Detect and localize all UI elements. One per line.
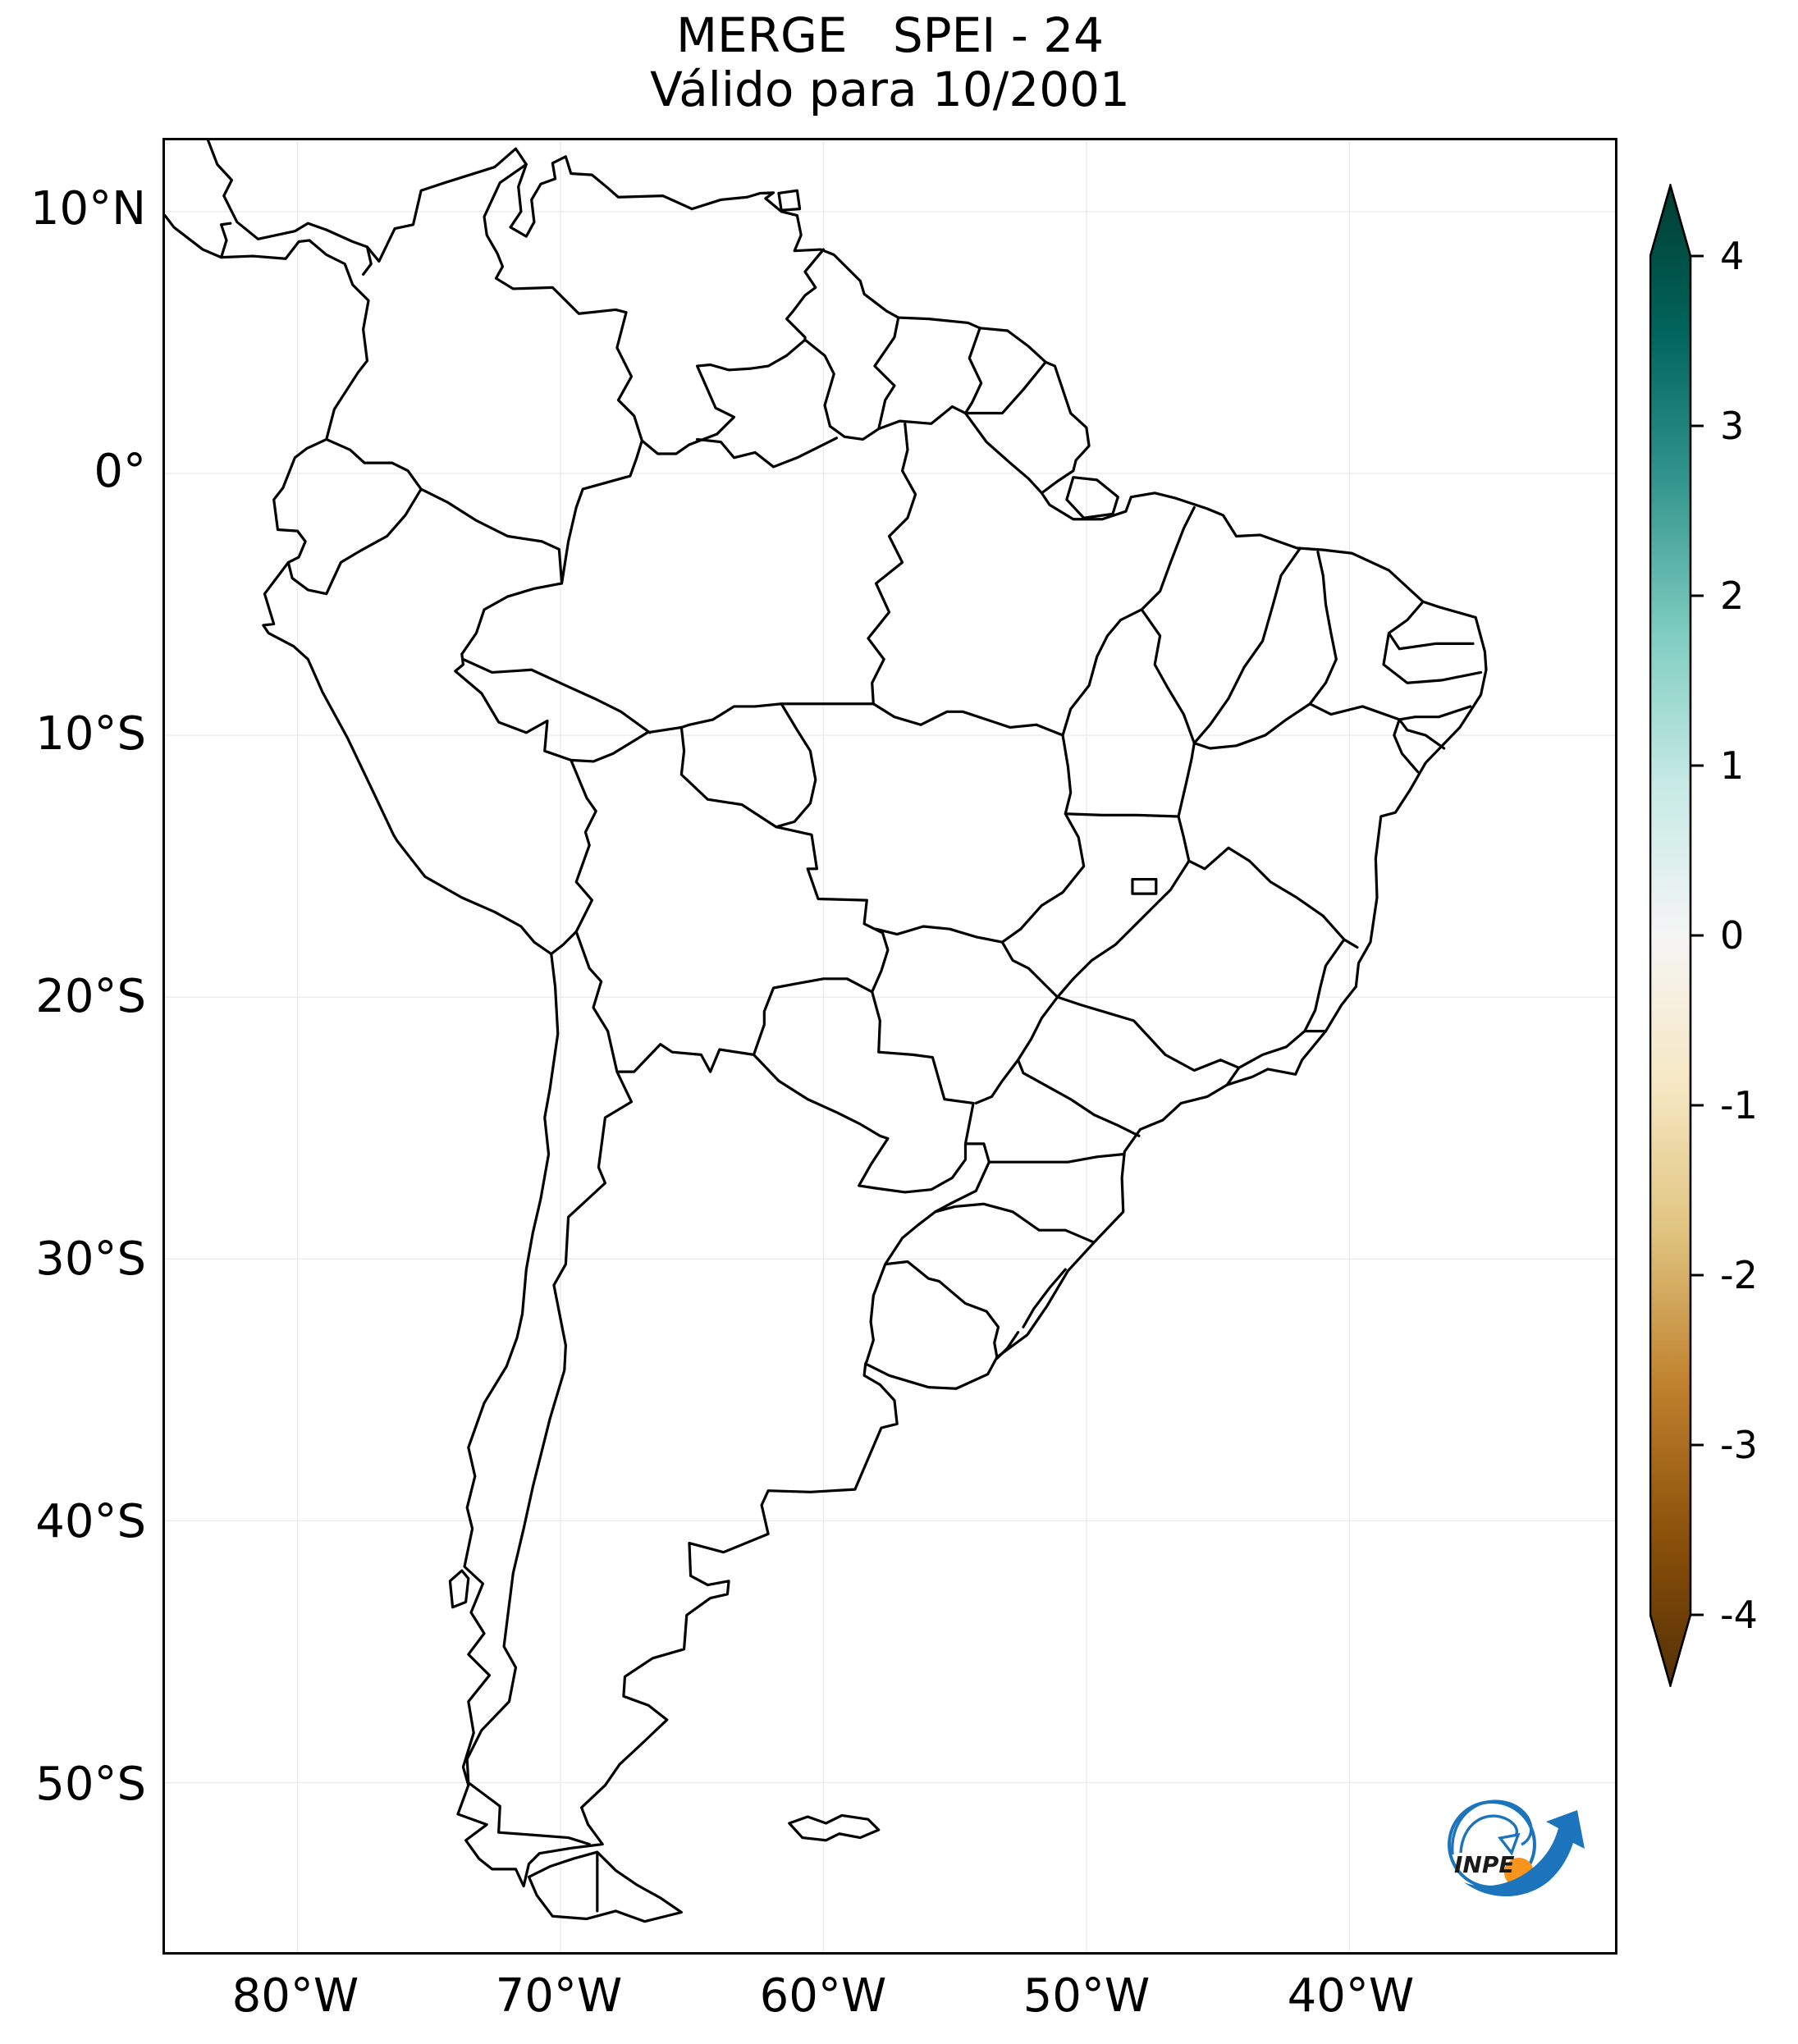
tierra-del-fuego-outline	[529, 1852, 682, 1922]
colorbar-gradient	[1649, 181, 1692, 1690]
country-borders-path	[222, 164, 1046, 1911]
lon-tick-label: 60°W	[759, 1969, 887, 2023]
brazil-state-borders-path	[463, 414, 1480, 1242]
lat-tick-label: 30°S	[35, 1232, 146, 1286]
colorbar-tick-label: 2	[1720, 574, 1745, 618]
chiloe-island-outline	[450, 1571, 468, 1607]
colorbar-tick-label: -1	[1720, 1083, 1758, 1127]
trinidad-outline	[779, 190, 800, 210]
colorbar-svg	[1649, 181, 1704, 1690]
title-block: MERGE SPEI - 24 Válido para 10/2001	[162, 8, 1617, 117]
lat-tick-label: 20°S	[35, 970, 146, 1023]
lat-tick-label: 10°N	[30, 182, 146, 235]
colorbar: 4 3 2 1 0 -1 -2 -3 -4	[1649, 181, 1797, 1690]
colorbar-tick-label: 3	[1720, 404, 1745, 448]
colorbar-tick-label: 0	[1720, 913, 1745, 958]
lat-tick-label: 0°	[94, 445, 146, 498]
graticule	[165, 140, 1615, 1952]
lon-tick-label: 50°W	[1023, 1969, 1151, 2023]
logo-spiral-arc	[1451, 1799, 1533, 1855]
lon-tick-label: 80°W	[231, 1969, 359, 2023]
colorbar-tick-label: -2	[1720, 1253, 1758, 1297]
lat-tick-label: 40°S	[35, 1495, 146, 1548]
figure-title: MERGE SPEI - 24	[675, 7, 1105, 63]
colorbar-tick-label: -3	[1720, 1423, 1758, 1467]
patos-lagoon-line	[997, 1269, 1065, 1359]
colorbar-tick-label: 1	[1720, 743, 1745, 788]
coastline-path	[165, 140, 1486, 1886]
inpe-logo: INPE	[1441, 1786, 1589, 1905]
falkland-islands-outline	[789, 1815, 879, 1840]
colorbar-tick-label: -4	[1720, 1593, 1758, 1637]
lon-tick-label: 40°W	[1287, 1969, 1415, 2023]
lon-tick-label: 70°W	[495, 1969, 623, 2023]
logo-spiral-arrowhead	[1497, 1832, 1521, 1856]
colorbar-tick-marks	[1690, 254, 1704, 1616]
figure-subtitle: Válido para 10/2001	[650, 62, 1130, 117]
lat-tick-label: 50°S	[35, 1758, 146, 1811]
logo-swoosh-arrow	[1464, 1810, 1585, 1897]
logo-text: INPE	[1454, 1851, 1515, 1878]
map-axes	[162, 138, 1617, 1955]
colorbar-tick-label: 4	[1720, 234, 1745, 278]
lat-tick-label: 10°S	[35, 707, 146, 761]
map-svg	[165, 140, 1615, 1952]
marajo-island-outline	[1067, 478, 1118, 518]
